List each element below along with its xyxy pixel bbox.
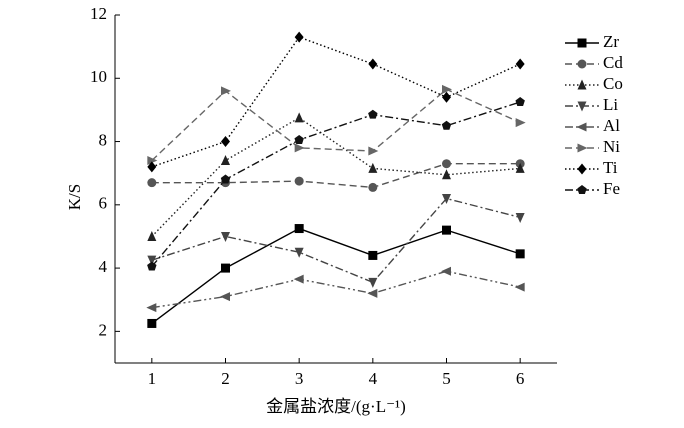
marker [221, 136, 230, 148]
x-tick-label: 5 [442, 369, 451, 388]
marker [147, 318, 157, 328]
marker [221, 231, 230, 242]
marker [576, 122, 587, 132]
legend-label: Li [603, 95, 618, 114]
y-tick-label: 12 [90, 4, 107, 23]
marker [368, 182, 378, 192]
y-axis-label: K/S [65, 184, 84, 210]
y-tick-label: 8 [99, 130, 108, 149]
marker [442, 193, 451, 204]
marker [294, 135, 304, 144]
marker [147, 230, 157, 241]
marker [515, 212, 525, 223]
marker [147, 156, 158, 166]
marker [368, 162, 378, 173]
marker [577, 185, 587, 195]
marker [442, 225, 451, 235]
marker [294, 31, 304, 43]
marker [368, 250, 378, 260]
legend-label: Cd [603, 53, 623, 72]
x-tick-label: 3 [295, 369, 304, 388]
marker [221, 155, 230, 166]
series-line [151, 197, 521, 284]
marker [368, 146, 379, 156]
marker [146, 303, 157, 313]
marker [147, 161, 157, 173]
marker [368, 109, 378, 119]
marker [577, 79, 587, 90]
series-line [151, 227, 521, 325]
marker [294, 176, 304, 186]
y-tick-label: 2 [99, 320, 108, 339]
legend-label: Ti [603, 158, 618, 177]
series-line [151, 270, 521, 309]
y-tick-label: 6 [99, 194, 108, 213]
marker [515, 249, 525, 259]
series-line [151, 36, 521, 168]
marker [442, 84, 452, 94]
marker [442, 91, 451, 103]
marker [294, 224, 304, 234]
series-line [151, 88, 521, 162]
marker [514, 282, 525, 292]
marker [294, 112, 304, 123]
marker [147, 255, 157, 266]
marker [294, 247, 304, 258]
y-tick-label: 10 [90, 67, 107, 86]
marker [577, 163, 587, 175]
marker [515, 162, 525, 173]
marker [441, 266, 451, 276]
x-tick-label: 4 [369, 369, 378, 388]
marker [577, 143, 588, 153]
marker [221, 86, 231, 96]
marker [147, 178, 157, 188]
x-tick-label: 2 [221, 369, 230, 388]
marker [367, 288, 378, 298]
legend-label: Al [603, 116, 620, 135]
x-axis-label: 金属盐浓度/(g·L⁻¹) [266, 397, 406, 416]
marker [220, 292, 230, 302]
x-tick-label: 6 [516, 369, 525, 388]
marker [368, 277, 378, 288]
legend-label: Co [603, 74, 623, 93]
marker [577, 101, 587, 112]
marker [368, 58, 378, 70]
marker [442, 159, 451, 169]
series-line [151, 116, 521, 237]
marker [515, 58, 525, 70]
marker [294, 143, 305, 153]
legend-label: Fe [603, 179, 620, 198]
marker [515, 97, 525, 107]
marker [147, 261, 157, 271]
marker [293, 274, 304, 284]
marker [220, 174, 231, 184]
series-line [151, 162, 521, 189]
legend-label: Zr [603, 32, 619, 51]
marker [442, 169, 451, 180]
marker [441, 120, 452, 130]
y-tick-label: 4 [99, 257, 108, 276]
marker [221, 263, 230, 273]
marker [515, 118, 526, 128]
marker [577, 59, 587, 69]
legend-label: Ni [603, 137, 620, 156]
series-line [151, 101, 521, 267]
marker [577, 38, 587, 48]
x-tick-label: 1 [148, 369, 157, 388]
